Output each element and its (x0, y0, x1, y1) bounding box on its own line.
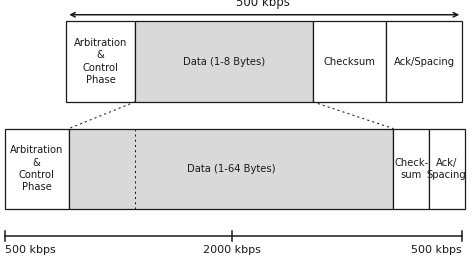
Bar (69, 129, 393, 209)
Bar (386, 21, 462, 102)
Text: Ack/
Spacing: Ack/ Spacing (427, 158, 466, 180)
Text: 500 kbps: 500 kbps (236, 0, 290, 9)
Bar (429, 129, 465, 209)
Text: Data (1-64 Bytes): Data (1-64 Bytes) (187, 164, 275, 174)
Bar (393, 129, 429, 209)
Text: Check-
sum: Check- sum (394, 158, 428, 180)
Text: Checksum: Checksum (324, 57, 375, 67)
Bar (5, 129, 69, 209)
Text: 2000 kbps: 2000 kbps (203, 245, 261, 255)
Bar (135, 21, 313, 102)
Bar (66, 21, 135, 102)
Text: Ack/Spacing: Ack/Spacing (394, 57, 455, 67)
Text: 500 kbps: 500 kbps (411, 245, 462, 255)
Text: Arbitration
&
Control
Phase: Arbitration & Control Phase (74, 38, 128, 85)
Text: Data (1-8 Bytes): Data (1-8 Bytes) (183, 57, 265, 67)
Text: Arbitration
&
Control
Phase: Arbitration & Control Phase (10, 145, 64, 192)
Bar (313, 21, 386, 102)
Text: 500 kbps: 500 kbps (5, 245, 55, 255)
